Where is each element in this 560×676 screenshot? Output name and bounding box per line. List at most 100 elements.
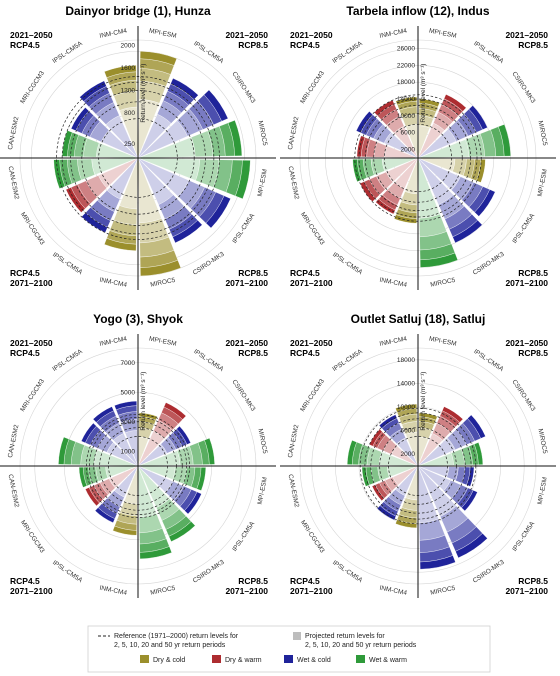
tick-label: 14000 xyxy=(397,96,415,103)
tick-label: 26000 xyxy=(397,45,415,52)
tick-label: 22000 xyxy=(397,62,415,69)
model-label: CAN-ESM2 xyxy=(7,166,20,201)
sector-tl-4-rp5 xyxy=(104,65,137,78)
tick-label: 2000 xyxy=(401,451,416,458)
model-label: MRI-CGCM3 xyxy=(19,70,46,105)
model-label: CAN-ESM2 xyxy=(287,116,300,151)
radial-axis-label: Return level (m³ s⁻¹) xyxy=(140,64,147,123)
panel-1: Dainyor bridge (1), Hunza2021–2050RCP4.5… xyxy=(0,4,276,290)
corner-label-tl: 2021–2050 xyxy=(10,338,53,348)
model-label: IPSL-CM5A xyxy=(472,40,505,65)
sector-tl-4-rp5 xyxy=(114,400,137,410)
model-label: MIROC5 xyxy=(150,585,177,597)
model-label: MIROC5 xyxy=(536,120,548,147)
legend-swatch-wet_warm xyxy=(356,655,365,663)
corner-label-tr: RCP8.5 xyxy=(238,40,268,50)
tick-label: 18000 xyxy=(397,79,415,86)
panel-title: Tarbela inflow (12), Indus xyxy=(346,4,489,18)
model-label: MIROC5 xyxy=(256,120,268,147)
sector-bl-3-rp5 xyxy=(371,484,385,501)
model-label: IPSL-CM5A xyxy=(192,348,225,373)
model-label: MPI-ESM xyxy=(537,476,549,505)
model-label: MIROC5 xyxy=(430,585,457,597)
model-label: CSIRO-MK3 xyxy=(230,71,256,105)
sector-br-4-rp5 xyxy=(419,555,456,570)
model-label: MRI-CGCM3 xyxy=(19,519,46,554)
sector-tr-4-rp5 xyxy=(204,437,215,465)
sector-tr-2-rp5 xyxy=(170,78,199,100)
tick-label: 7000 xyxy=(121,360,136,367)
corner-label-tr: 2021–2050 xyxy=(225,30,268,40)
model-label: CAN-ESM2 xyxy=(287,166,300,201)
corner-label-bl: 2071–2100 xyxy=(290,278,333,288)
model-label: MPI-ESM xyxy=(257,476,269,505)
panel-4: Outlet Satluj (18), Satluj2021–2050RCP4.… xyxy=(280,312,556,598)
sector-tr-3-rp5 xyxy=(176,425,191,445)
corner-label-br: RCP8.5 xyxy=(238,576,268,586)
legend-label-wet_warm: Wet & warm xyxy=(369,657,407,664)
model-label: MPI-ESM xyxy=(428,336,457,348)
tick-label: 10000 xyxy=(397,113,415,120)
corner-label-tr: 2021–2050 xyxy=(505,338,548,348)
tick-label: 18000 xyxy=(397,357,415,364)
model-label: CSIRO-MK3 xyxy=(510,379,536,413)
sector-bl-2-rp5 xyxy=(376,505,397,521)
tick-label: 10000 xyxy=(397,404,415,411)
sector-br-2-rp5 xyxy=(461,490,478,512)
model-label: IPSL-CM5A xyxy=(331,559,364,584)
sector-tr-3-rp5 xyxy=(467,414,486,439)
model-label: IPSL-CM5A xyxy=(472,348,505,373)
legend-label-dry_cold: Dry & cold xyxy=(153,657,185,664)
model-label: INM-CM4 xyxy=(379,27,408,39)
model-label: CAN-ESM2 xyxy=(7,424,20,459)
corner-label-bl: RCP4.5 xyxy=(290,268,320,278)
corner-label-tl: 2021–2050 xyxy=(290,30,333,40)
panel-title: Yogo (3), Shyok xyxy=(93,312,183,326)
corner-label-bl: 2071–2100 xyxy=(10,586,53,596)
tick-label: 2000 xyxy=(401,147,416,154)
sector-tr-2-rp5 xyxy=(443,94,467,112)
sector-tr-2-rp5 xyxy=(163,402,187,420)
model-label: IPSL-CM5A xyxy=(192,40,225,65)
model-label: MPI-ESM xyxy=(148,28,177,40)
tick-label: 800 xyxy=(124,110,135,117)
sector-bl-2-rp5 xyxy=(94,507,116,523)
model-label: CSIRO-MK3 xyxy=(192,559,226,585)
sector-br-3-rp5 xyxy=(172,219,203,244)
model-label: IPSL-CM5A xyxy=(51,559,84,584)
model-label: MPI-ESM xyxy=(257,168,269,197)
model-label: INM-CM4 xyxy=(99,585,128,597)
model-label: MRI-CGCM3 xyxy=(299,70,326,105)
sector-bl-3-rp5 xyxy=(85,487,100,507)
tick-label: 14000 xyxy=(397,380,415,387)
sector-tl-3-rp5 xyxy=(378,414,398,429)
sector-br-3-rp5 xyxy=(452,219,483,244)
sector-br-4-rp5 xyxy=(140,260,182,277)
sector-br-3-rp5 xyxy=(168,521,196,542)
corner-label-bl: RCP4.5 xyxy=(10,576,40,586)
model-label: MRI-CGCM3 xyxy=(19,211,46,246)
legend-swatch-wet_cold xyxy=(284,655,293,663)
sector-bl-3-rp5 xyxy=(65,187,86,213)
legend-reference-2: 2, 5, 10, 20 and 50 yr return periods xyxy=(114,642,226,649)
tick-label: 5000 xyxy=(121,389,136,396)
model-label: CSIRO-MK3 xyxy=(472,559,506,585)
corner-label-tl: RCP4.5 xyxy=(290,40,320,50)
tick-label: 1200 xyxy=(121,88,136,95)
corner-label-bl: RCP4.5 xyxy=(290,576,320,586)
corner-label-tr: RCP8.5 xyxy=(518,40,548,50)
sector-tl-2-rp5 xyxy=(70,107,90,131)
model-label: IPSL-CM5A xyxy=(511,520,536,553)
model-label: INM-CM4 xyxy=(99,277,128,289)
radial-axis-label: Return level (m³ s⁻¹) xyxy=(420,64,427,123)
radial-axis-label: Return level (m³ s⁻¹) xyxy=(420,372,427,431)
corner-label-tr: 2021–2050 xyxy=(225,338,268,348)
corner-label-br: 2071–2100 xyxy=(505,278,548,288)
corner-label-br: 2071–2100 xyxy=(225,586,268,596)
corner-label-tr: RCP8.5 xyxy=(518,348,548,358)
panel-3: Yogo (3), Shyok 2021–2050 RCP4.5 2021–2050 R… xyxy=(0,312,276,598)
sector-bl-4-rp5 xyxy=(78,466,88,488)
corner-label-br: RCP8.5 xyxy=(518,576,548,586)
sector-tl-2-rp5 xyxy=(81,422,97,444)
corner-label-br: RCP8.5 xyxy=(518,268,548,278)
